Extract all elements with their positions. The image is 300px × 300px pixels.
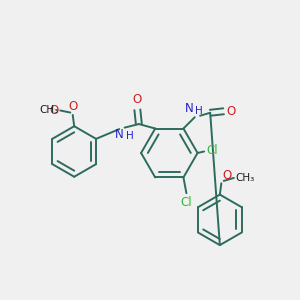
Text: Cl: Cl (181, 196, 192, 209)
Text: N: N (184, 102, 193, 116)
Text: CH₃: CH₃ (40, 106, 59, 116)
Text: O: O (226, 105, 236, 118)
Text: N: N (115, 128, 124, 141)
Text: O: O (133, 93, 142, 106)
Text: H: H (126, 130, 134, 141)
Text: O: O (223, 169, 232, 182)
Text: H: H (195, 106, 203, 116)
Text: Cl: Cl (206, 144, 218, 158)
Text: O: O (68, 100, 77, 113)
Text: O: O (50, 104, 59, 117)
Text: CH₃: CH₃ (235, 173, 254, 183)
